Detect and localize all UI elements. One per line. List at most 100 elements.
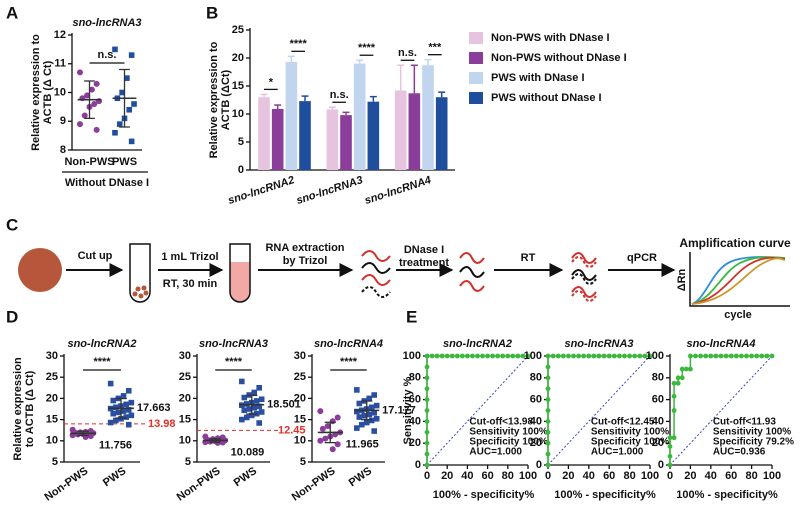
point <box>239 416 245 423</box>
roc-point <box>632 353 638 359</box>
point <box>334 441 341 448</box>
roc-point <box>611 353 617 359</box>
roc-point <box>424 440 430 446</box>
x-tick-label: 20 <box>441 470 453 482</box>
roc-point <box>550 353 556 359</box>
point <box>366 395 373 402</box>
y-tick-label: 10 <box>54 86 66 98</box>
roc-point <box>545 451 551 457</box>
step-label: treatment <box>399 257 449 269</box>
y-tick-label: 10 <box>232 108 244 120</box>
y-tick-label: 20 <box>294 392 306 404</box>
tube-fill <box>230 262 250 302</box>
mean-label: 10.089 <box>231 446 265 458</box>
roc-point <box>642 353 648 359</box>
roc-point <box>465 353 470 359</box>
y-tick-label: 10 <box>179 435 191 447</box>
y-tick-label: 25 <box>179 371 191 383</box>
x-tick-label: 40 <box>705 470 717 482</box>
y-tick-label: 9 <box>60 115 66 127</box>
x-tick-label: Non-PWS <box>64 156 114 168</box>
point <box>128 412 135 419</box>
roc-annotation: Sensitivity 100% <box>469 427 547 438</box>
roc-point <box>434 353 440 359</box>
legend-label: PWS with DNase I <box>491 72 585 84</box>
roc-point <box>596 353 602 359</box>
point <box>371 428 377 434</box>
point <box>123 401 129 408</box>
point <box>256 420 262 426</box>
roc-point <box>698 353 703 359</box>
x-tick-label: 100 <box>641 470 659 482</box>
point <box>253 398 260 404</box>
roc-point <box>601 353 607 359</box>
roc-point <box>520 353 526 359</box>
roc-point <box>480 353 485 359</box>
bar <box>408 93 421 170</box>
point <box>356 400 363 407</box>
roc-point <box>591 353 597 359</box>
cutoff-label: 12.45 <box>278 424 306 436</box>
reference-line <box>426 355 529 466</box>
point <box>112 129 118 136</box>
roc-point <box>454 353 460 359</box>
roc-point <box>515 353 521 359</box>
point <box>366 411 373 418</box>
roc-point <box>688 366 693 372</box>
roc-point <box>749 353 754 359</box>
roc-point <box>449 353 455 359</box>
legend-swatch <box>469 92 483 104</box>
point <box>243 401 250 407</box>
step-label: DNase I <box>404 244 444 256</box>
significance-label: *** <box>428 42 442 54</box>
roc-point <box>675 375 681 381</box>
roc-annotation: Cut-off<13.98 <box>469 417 533 428</box>
significance-label: **** <box>358 42 376 54</box>
y-tick-label: 80 <box>409 372 421 384</box>
significance-label: n.s. <box>98 49 117 61</box>
point <box>251 389 258 396</box>
roc-point <box>728 353 734 359</box>
roc-point <box>723 353 729 359</box>
y-tick-label: 15 <box>46 414 58 426</box>
point <box>371 410 377 416</box>
roc-point <box>490 353 496 359</box>
roc-point <box>586 353 592 359</box>
roc-point <box>566 353 571 359</box>
roc-point <box>485 353 490 359</box>
diagram: C Cut up 1 mL Trizol RT, 30 min RNA extr… <box>6 215 791 320</box>
panel-letter: A <box>6 3 18 22</box>
y-tick-label: 0 <box>536 459 542 471</box>
y-axis-label: ACTB (Δ Ct) <box>42 60 54 124</box>
point <box>107 419 114 426</box>
roc-point <box>606 353 612 359</box>
roc-point <box>545 375 551 381</box>
point <box>93 80 100 87</box>
roc-point <box>545 462 551 468</box>
roc-point <box>444 353 450 359</box>
panel-letter: E <box>406 307 417 326</box>
roc-point <box>693 353 698 359</box>
point <box>120 408 127 414</box>
point <box>115 409 122 416</box>
x-tick-label: 80 <box>745 470 757 482</box>
significance-label: **** <box>93 356 111 368</box>
bar <box>326 109 339 170</box>
point <box>128 399 135 406</box>
point <box>371 392 377 398</box>
roc-point <box>671 393 677 399</box>
legend-swatch <box>469 72 483 84</box>
x-tick-label: 0 <box>667 470 673 482</box>
point <box>239 378 245 385</box>
roc-point <box>759 353 765 359</box>
point <box>324 422 331 429</box>
point <box>319 425 326 432</box>
reference-line <box>547 355 651 466</box>
y-tick-label: 60 <box>409 394 421 406</box>
y-tick-label: 5 <box>185 456 191 468</box>
y-tick-label: 40 <box>409 415 421 427</box>
y-tick-label: 30 <box>179 350 191 362</box>
chart-title: sno-lncRNA4 <box>314 338 383 350</box>
roc-point <box>637 353 643 359</box>
y-tick-label: 5 <box>300 456 306 468</box>
